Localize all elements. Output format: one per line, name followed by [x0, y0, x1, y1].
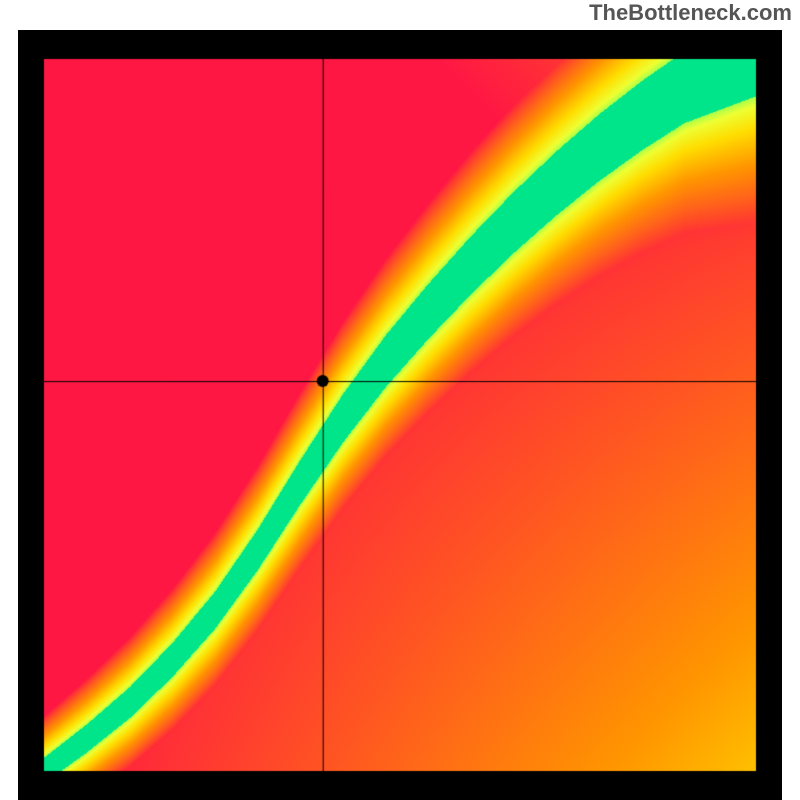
heatmap-canvas — [18, 30, 782, 800]
watermark-text: TheBottleneck.com — [589, 0, 792, 26]
heatmap-plot — [18, 30, 782, 800]
chart-container: TheBottleneck.com — [0, 0, 800, 800]
